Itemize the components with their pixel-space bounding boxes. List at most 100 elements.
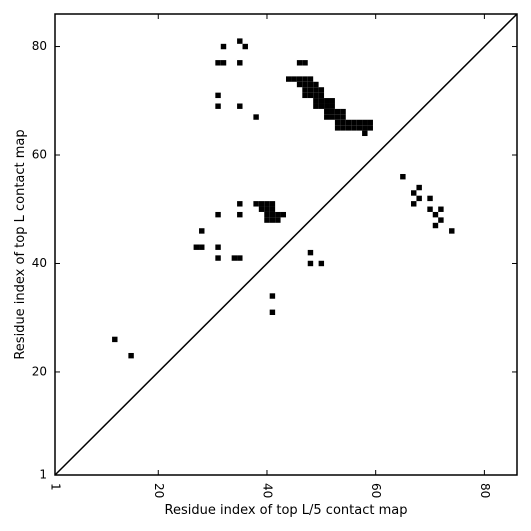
contact-cell bbox=[199, 244, 205, 250]
contact-cell bbox=[329, 98, 335, 104]
contact-cell bbox=[313, 103, 319, 109]
contact-cell bbox=[416, 184, 422, 191]
x-axis-label: Residue index of top L/5 contact map bbox=[165, 503, 408, 518]
y-tick-label: 60 bbox=[32, 148, 47, 162]
contact-cell bbox=[340, 108, 346, 115]
contact-cell bbox=[362, 119, 368, 126]
contact-cell bbox=[253, 114, 259, 120]
contact-cell bbox=[269, 293, 276, 299]
contact-cell bbox=[220, 43, 227, 50]
contact-cell bbox=[334, 119, 341, 126]
contact-cell bbox=[313, 98, 319, 104]
contact-cell bbox=[313, 92, 319, 99]
contact-cell bbox=[324, 103, 330, 109]
contact-cell bbox=[307, 92, 314, 99]
x-tick-label: 80 bbox=[478, 483, 492, 498]
contact-cell bbox=[356, 125, 363, 131]
contact-cell bbox=[334, 108, 341, 115]
contact-cell bbox=[302, 81, 308, 88]
contact-cell bbox=[269, 201, 276, 207]
contact-cell bbox=[269, 217, 276, 223]
contact-cell bbox=[291, 76, 297, 82]
contact-cell bbox=[302, 60, 308, 66]
y-tick-label: 40 bbox=[32, 256, 47, 270]
contact-cell bbox=[432, 211, 439, 218]
contact-cell bbox=[329, 114, 335, 120]
contact-cell bbox=[411, 201, 417, 207]
contact-cell bbox=[367, 125, 373, 131]
contact-cell bbox=[269, 211, 276, 218]
contact-cells bbox=[112, 38, 455, 359]
contact-cell bbox=[215, 103, 221, 109]
contact-cell bbox=[411, 190, 417, 196]
contact-cell bbox=[438, 217, 444, 223]
contact-cell bbox=[351, 119, 357, 126]
contact-cell bbox=[280, 211, 286, 218]
contact-cell bbox=[112, 336, 118, 343]
contact-cell bbox=[264, 217, 270, 223]
contact-cell bbox=[324, 114, 330, 120]
contact-cell bbox=[215, 211, 221, 218]
contact-cell bbox=[286, 76, 292, 82]
contact-cell bbox=[269, 206, 276, 212]
contact-cell bbox=[128, 352, 134, 359]
contact-cell bbox=[269, 309, 276, 315]
contact-cell bbox=[215, 60, 221, 66]
contact-cell bbox=[199, 228, 205, 234]
y-tick-label: 80 bbox=[32, 39, 47, 53]
contact-cell bbox=[340, 119, 346, 126]
contact-cell bbox=[345, 119, 352, 126]
contact-cell bbox=[318, 103, 325, 109]
contact-cell bbox=[324, 98, 330, 104]
contact-cell bbox=[253, 201, 259, 207]
contact-cell bbox=[367, 119, 373, 126]
contact-cell bbox=[329, 103, 335, 109]
contact-cell bbox=[296, 81, 303, 88]
contact-cell bbox=[296, 60, 303, 66]
contact-cell bbox=[215, 255, 221, 261]
contact-cell bbox=[334, 114, 341, 120]
contact-cell bbox=[231, 255, 238, 261]
contact-cell bbox=[307, 260, 314, 267]
x-tick-label: 60 bbox=[369, 483, 383, 498]
contact-cell bbox=[362, 125, 368, 131]
contact-cell bbox=[264, 201, 270, 207]
contact-cell bbox=[237, 60, 243, 66]
contact-cell bbox=[307, 87, 314, 93]
axis-ticks: 1 20 40 60 80 1 20 40 60 80 bbox=[32, 14, 517, 498]
contact-cell bbox=[318, 92, 325, 99]
contact-cell bbox=[237, 38, 243, 44]
contact-cell bbox=[307, 249, 314, 256]
contact-cell bbox=[237, 255, 243, 261]
contact-cell bbox=[416, 195, 422, 202]
x-tick-label: 40 bbox=[260, 483, 274, 498]
contact-cell bbox=[302, 87, 308, 93]
contact-cell bbox=[242, 43, 248, 50]
contact-cell bbox=[307, 81, 314, 88]
contact-cell bbox=[313, 87, 319, 93]
contact-cell bbox=[237, 201, 243, 207]
contact-cell bbox=[400, 173, 406, 180]
contact-cell bbox=[237, 211, 243, 218]
plot-frame bbox=[54, 13, 518, 476]
x-tick-label: 1 bbox=[49, 483, 63, 491]
contact-cell bbox=[449, 228, 455, 234]
contact-cell bbox=[264, 211, 270, 218]
contact-cell bbox=[362, 130, 368, 137]
contact-cell bbox=[351, 125, 357, 131]
contact-cell bbox=[427, 206, 433, 212]
contact-cell bbox=[432, 222, 439, 229]
contact-cell bbox=[318, 87, 325, 93]
contact-cell bbox=[302, 76, 308, 82]
contact-cell bbox=[340, 125, 346, 131]
diagonal-line bbox=[54, 13, 518, 476]
contact-cell bbox=[334, 125, 341, 131]
contact-cell bbox=[318, 98, 325, 104]
contact-cell bbox=[318, 260, 325, 267]
contact-cell bbox=[237, 103, 243, 109]
contact-cell bbox=[258, 201, 265, 207]
contact-cell bbox=[296, 76, 303, 82]
y-tick-label: 1 bbox=[39, 468, 47, 482]
contact-cell bbox=[329, 108, 335, 115]
